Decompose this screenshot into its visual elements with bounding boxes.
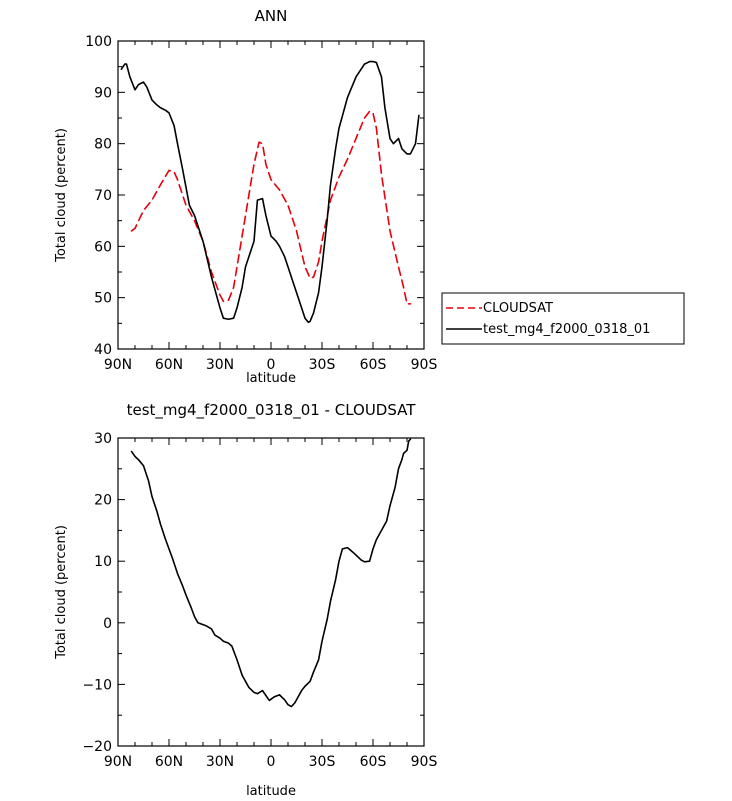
bottom-panel: test_mg4_f2000_0318_01 - CLOUDSAT 90N 60N… xyxy=(54,401,437,799)
top-panel-lines xyxy=(120,60,420,324)
bottom-panel-ylabel: Total cloud (percent) xyxy=(54,525,69,660)
top-panel-ticks: 90N 60N 30N 0 30S 60S 90S 40 50 60 70 80 90 100 xyxy=(85,34,437,373)
bottom-panel-ticks: 90N 60N 30N 0 30S 60S 90S −20 −10 0 10 20 30 xyxy=(82,431,437,770)
bottom-panel-frame xyxy=(117,437,425,747)
legend: CLOUDSAT test_mg4_f2000_0318_01 xyxy=(441,292,685,345)
bottom-xtick-label: 60N xyxy=(155,754,183,770)
top-panel-xlabel: latitude xyxy=(246,371,296,386)
top-xtick-label: 60N xyxy=(155,357,183,373)
bottom-xtick-label: 0 xyxy=(267,754,276,770)
bottom-series-difference-line xyxy=(130,438,412,708)
top-series-cloudsat-line xyxy=(130,110,412,305)
top-ytick-label: 90 xyxy=(94,85,112,101)
top-xtick-label: 60S xyxy=(360,357,387,373)
top-xtick-label: 0 xyxy=(267,357,276,373)
legend-box xyxy=(441,292,685,345)
top-ytick-label: 60 xyxy=(94,239,112,255)
legend-label-cloudsat: CLOUDSAT xyxy=(483,301,553,316)
bottom-panel-title: test_mg4_f2000_0318_01 - CLOUDSAT xyxy=(127,401,417,420)
bottom-panel-xlabel: latitude xyxy=(246,784,296,799)
bottom-ytick-label: 30 xyxy=(94,431,112,447)
bottom-ytick-label: −20 xyxy=(82,739,112,755)
top-panel-frame xyxy=(117,40,425,350)
bottom-xtick-label: 60S xyxy=(360,754,387,770)
bottom-xtick-label: 30N xyxy=(206,754,234,770)
top-ytick-label: 80 xyxy=(94,137,112,153)
top-xtick-label: 30N xyxy=(206,357,234,373)
top-xtick-label: 90S xyxy=(411,357,438,373)
top-panel-title: ANN xyxy=(255,7,288,25)
bottom-xtick-label: 30S xyxy=(309,754,336,770)
bottom-panel-lines xyxy=(130,438,412,708)
bottom-xtick-label: 90S xyxy=(411,754,438,770)
top-xtick-label: 30S xyxy=(309,357,336,373)
top-panel: ANN 90N 60N 30N 0 30S 60S 90S 40 50 60 70 80 90 100 l… xyxy=(54,7,437,386)
bottom-ytick-label: 10 xyxy=(94,554,112,570)
top-ytick-label: 50 xyxy=(94,291,112,307)
legend-label-test: test_mg4_f2000_0318_01 xyxy=(483,322,650,337)
top-series-test-mg4-f2000-0318-01-line xyxy=(120,60,420,324)
bottom-xtick-label: 90N xyxy=(104,754,132,770)
bottom-ytick-label: −10 xyxy=(82,677,112,693)
top-ytick-label: 40 xyxy=(94,342,112,358)
top-xtick-label: 90N xyxy=(104,357,132,373)
bottom-ytick-label: 0 xyxy=(103,616,112,632)
top-ytick-label: 70 xyxy=(94,188,112,204)
top-panel-ylabel: Total cloud (percent) xyxy=(54,128,69,263)
bottom-ytick-label: 20 xyxy=(94,493,112,509)
top-ytick-label: 100 xyxy=(85,34,112,50)
